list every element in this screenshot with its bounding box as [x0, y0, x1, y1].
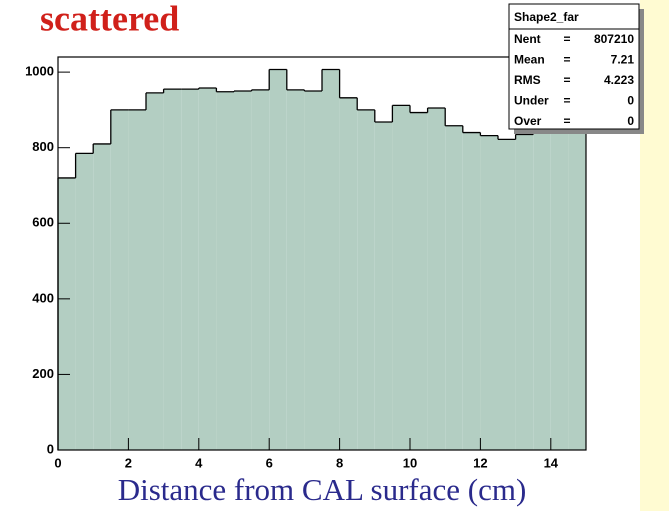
- stats-eq: =: [563, 53, 570, 67]
- stats-panel: [508, 3, 640, 130]
- bar: [234, 91, 252, 450]
- stats-value: 807210: [594, 32, 634, 46]
- bar: [181, 89, 199, 451]
- bar: [322, 69, 340, 451]
- y-tick-label: 200: [32, 366, 54, 381]
- bar: [251, 89, 270, 450]
- bar: [339, 97, 358, 451]
- bar: [568, 129, 586, 451]
- x-tick-label: 10: [403, 455, 417, 470]
- bar: [445, 125, 463, 451]
- y-tick-label: 400: [32, 290, 54, 305]
- bar: [357, 109, 375, 451]
- x-tick-label: 14: [544, 455, 559, 470]
- stats-eq: =: [563, 32, 570, 46]
- stats-title: Shape2_far: [514, 10, 579, 24]
- bar: [515, 134, 534, 450]
- x-tick-label: 4: [195, 455, 203, 470]
- x-tick-label: 6: [266, 455, 273, 470]
- bar: [146, 92, 164, 450]
- bar: [498, 139, 516, 450]
- stats-value: 7.21: [611, 53, 635, 67]
- bar: [374, 121, 393, 450]
- stats-value: 0: [627, 114, 634, 128]
- bar: [462, 132, 481, 451]
- bar: [480, 135, 498, 450]
- stats-eq: =: [563, 73, 570, 87]
- x-tick-label: 2: [125, 455, 132, 470]
- y-tick-label: 1000: [25, 64, 54, 79]
- x-tick-label: 12: [473, 455, 487, 470]
- stats-value: 4.223: [604, 73, 634, 87]
- chart-title: scattered: [40, 0, 179, 38]
- bar: [75, 153, 94, 450]
- bar: [110, 109, 129, 451]
- x-axis-label: Distance from CAL surface (cm): [118, 472, 527, 507]
- bar: [304, 91, 322, 450]
- bar: [427, 108, 446, 451]
- stats-value: 0: [627, 94, 634, 108]
- stats-label: Nent: [514, 32, 541, 46]
- bar: [286, 89, 305, 450]
- bar: [58, 177, 76, 450]
- bar: [128, 109, 146, 451]
- side-band: [640, 0, 669, 511]
- y-tick-label: 600: [32, 215, 54, 230]
- x-tick-label: 8: [336, 455, 343, 470]
- bar: [198, 87, 217, 450]
- stats-label: Mean: [514, 53, 545, 67]
- y-tick-label: 800: [32, 139, 54, 154]
- bar: [533, 131, 551, 450]
- y-tick-label: 0: [47, 441, 54, 456]
- stats-label: Over: [514, 114, 542, 128]
- stats-box: Shape2_far Nent = 807210 Mean = 7.21 RMS = 4.223…: [508, 3, 644, 134]
- bar: [93, 143, 111, 451]
- stats-eq: =: [563, 114, 570, 128]
- bar: [550, 130, 569, 450]
- x-tick-label: 0: [54, 455, 61, 470]
- bar: [216, 91, 234, 450]
- bar: [392, 105, 410, 450]
- stats-eq: =: [563, 94, 570, 108]
- stats-label: RMS: [514, 73, 541, 87]
- bar: [410, 112, 428, 450]
- bar: [163, 89, 182, 451]
- frame: [57, 56, 587, 451]
- stats-label: Under: [514, 94, 549, 108]
- bar: [269, 69, 287, 451]
- plot-area: [57, 68, 586, 451]
